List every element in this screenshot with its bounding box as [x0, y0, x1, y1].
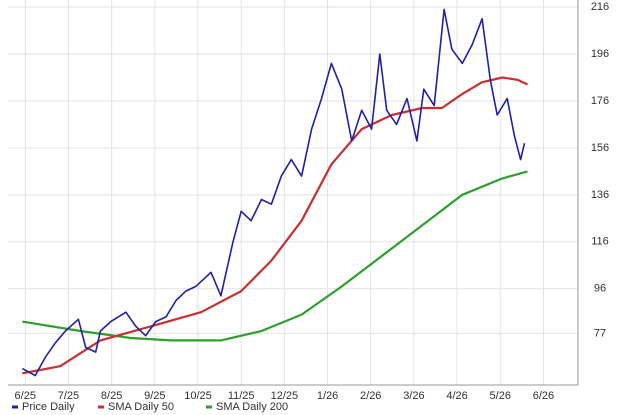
- y-tick-label: 176: [591, 95, 609, 107]
- y-tick-label: 196: [591, 48, 609, 60]
- plot-area: [8, 0, 578, 385]
- series-line: [22, 170, 528, 342]
- legend-label: Price Daily: [22, 401, 75, 413]
- series-line: [21, 8, 526, 377]
- x-tick-label: 10/25: [184, 390, 212, 402]
- y-tick-label: 156: [591, 142, 609, 154]
- y-tick-label: 77: [594, 327, 606, 339]
- y-tick-label: 96: [594, 283, 606, 295]
- y-tick-label: 116: [591, 236, 609, 248]
- x-tick-label: 6/26: [533, 390, 554, 402]
- y-tick-label: 216: [591, 1, 609, 13]
- x-tick-label: 9/25: [144, 390, 165, 402]
- x-tick-label: 7/25: [58, 390, 79, 402]
- y-tick-label: 136: [591, 189, 609, 201]
- x-tick-label: 11/25: [228, 390, 255, 402]
- x-tick-label: 4/26: [446, 390, 467, 402]
- x-tick-label: 8/25: [101, 390, 122, 402]
- x-tick-label: 2/26: [360, 390, 381, 402]
- legend-label: SMA Daily 200: [216, 401, 288, 413]
- x-tick-label: 6/25: [15, 390, 36, 402]
- legend-label: SMA Daily 50: [108, 401, 174, 413]
- series-line: [22, 76, 528, 375]
- x-tick-label: 12/25: [271, 390, 299, 402]
- x-tick-label: 3/26: [403, 390, 424, 402]
- x-tick-label: 5/26: [490, 390, 511, 402]
- x-tick-label: 1/26: [317, 390, 338, 402]
